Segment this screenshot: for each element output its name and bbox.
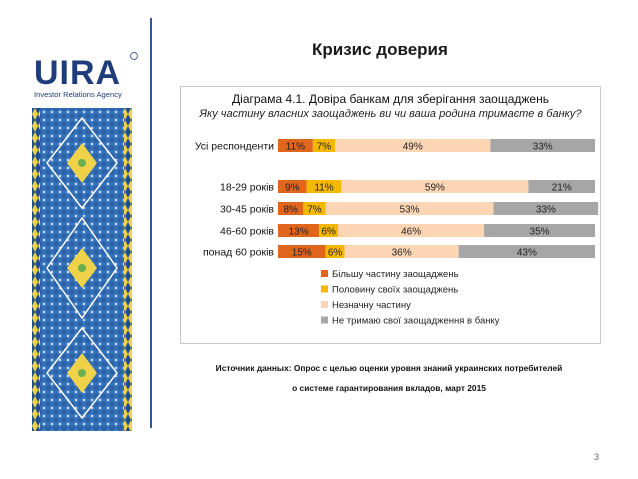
category-label: 18-29 років	[220, 182, 274, 194]
legend-label: Половину своїх заощаджень	[332, 285, 458, 296]
source-line-2: о системе гарантирования вкладов, март 2…	[292, 383, 486, 393]
bar-segment	[278, 139, 313, 152]
bar-segment	[493, 202, 599, 215]
bar-segment	[528, 180, 595, 193]
data-label: 7%	[307, 205, 322, 216]
data-label: 21%	[552, 183, 572, 194]
data-label: 15%	[292, 248, 312, 259]
bar-segment	[458, 245, 595, 258]
data-label: 7%	[317, 142, 332, 153]
data-label: 8%	[283, 205, 298, 216]
data-label: 49%	[403, 142, 423, 153]
data-label: 6%	[328, 248, 343, 259]
data-label: 59%	[425, 183, 445, 194]
bar-segment	[335, 139, 491, 152]
chart-container: Діаграма 4.1. Довіра банкам для зберіган…	[180, 86, 601, 344]
bar-segment	[278, 180, 307, 193]
data-label: 35%	[530, 227, 550, 238]
chart-subtitle: Яку частину власних заощаджень ви чи ваш…	[199, 108, 582, 120]
bar-segment	[319, 224, 339, 237]
page-number: 3	[594, 452, 600, 462]
category-label: Усі респонденти	[195, 141, 274, 153]
uira-logo: UIRA	[34, 52, 138, 92]
legend-swatch	[321, 285, 328, 293]
bar-segment	[278, 202, 304, 215]
data-label: 33%	[536, 205, 556, 216]
bar-segment	[344, 245, 459, 258]
data-label: 33%	[533, 142, 553, 153]
logo-tagline: Investor Relations Agency	[34, 90, 122, 99]
data-label: 13%	[289, 227, 309, 238]
category-label: 30-45 років	[220, 204, 274, 216]
bar-segment	[278, 224, 320, 237]
data-label: 9%	[285, 183, 300, 194]
legend-swatch	[321, 316, 328, 324]
data-label: 11%	[314, 183, 333, 194]
data-label: 46%	[401, 227, 421, 238]
legend-label: Більшу частину заощаджень	[332, 269, 459, 280]
data-label: 11%	[286, 142, 305, 153]
bar-segment	[490, 139, 595, 152]
category-label: понад 60 років	[203, 247, 274, 259]
bar-segment	[312, 139, 336, 152]
bar-segment	[325, 245, 345, 258]
registered-icon	[130, 52, 138, 60]
chart-plot: Усі респонденти 11% 7% 49% 33% 18-29 років 9% 1…	[195, 139, 599, 327]
embroidery-pattern	[32, 108, 132, 431]
legend-label: Незначну частину	[332, 300, 411, 311]
bar-segment	[325, 202, 494, 215]
data-label: 36%	[392, 248, 412, 259]
category-label: 46-60 років	[220, 226, 274, 238]
slide-title: Кризис доверия	[312, 40, 448, 59]
legend-swatch	[321, 301, 328, 308]
logo-wordmark: UIRA	[34, 54, 121, 92]
bar-segment	[341, 180, 529, 193]
legend-label: Не тримаю свої заощадження в банку	[332, 316, 500, 327]
bar-segment	[306, 180, 342, 193]
data-label: 43%	[517, 248, 537, 259]
data-label: 53%	[400, 205, 420, 216]
chart-title: Діаграма 4.1. Довіра банкам для зберіган…	[232, 92, 549, 106]
bar-segment	[278, 245, 326, 258]
data-label: 6%	[321, 227, 336, 238]
bar-segment	[303, 202, 326, 215]
source-line-1: Источник данных: Опрос с целью оценки ур…	[215, 363, 563, 373]
bar-segment	[484, 224, 595, 237]
legend-swatch	[321, 270, 328, 277]
divider-line	[150, 18, 152, 428]
bar-segment	[338, 224, 485, 237]
